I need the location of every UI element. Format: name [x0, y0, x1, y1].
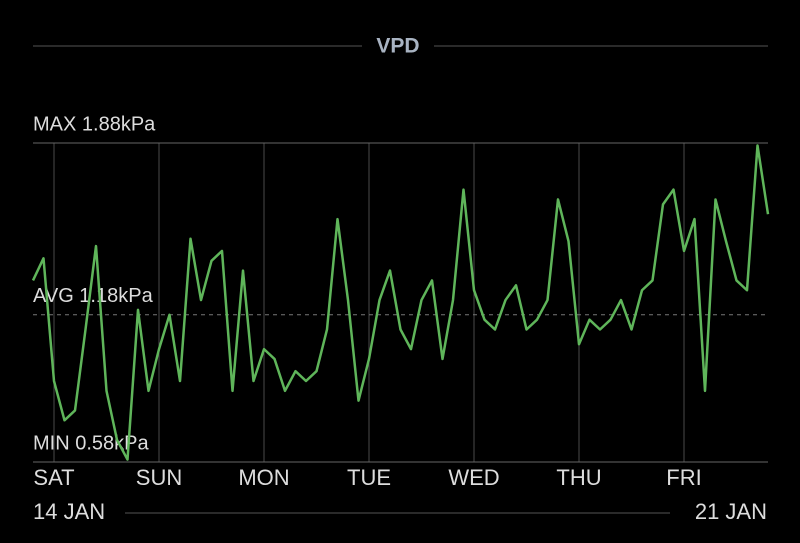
x-tick-label: SUN [136, 465, 182, 490]
reference-label: MAX 1.88kPa [33, 113, 156, 135]
x-tick-label: TUE [347, 465, 391, 490]
data-line [31, 144, 770, 461]
date-end: 21 JAN [695, 499, 767, 524]
x-tick-label: WED [448, 465, 499, 490]
reference-label: MIN 0.58kPa [33, 432, 149, 454]
date-start: 14 JAN [33, 499, 105, 524]
x-tick-label: THU [556, 465, 601, 490]
chart-title: VPD [376, 35, 419, 58]
x-tick-label: MON [238, 465, 289, 490]
reference-label: AVG 1.18kPa [33, 285, 154, 307]
x-tick-label: FRI [666, 465, 701, 490]
x-tick-label: SAT [33, 465, 74, 490]
